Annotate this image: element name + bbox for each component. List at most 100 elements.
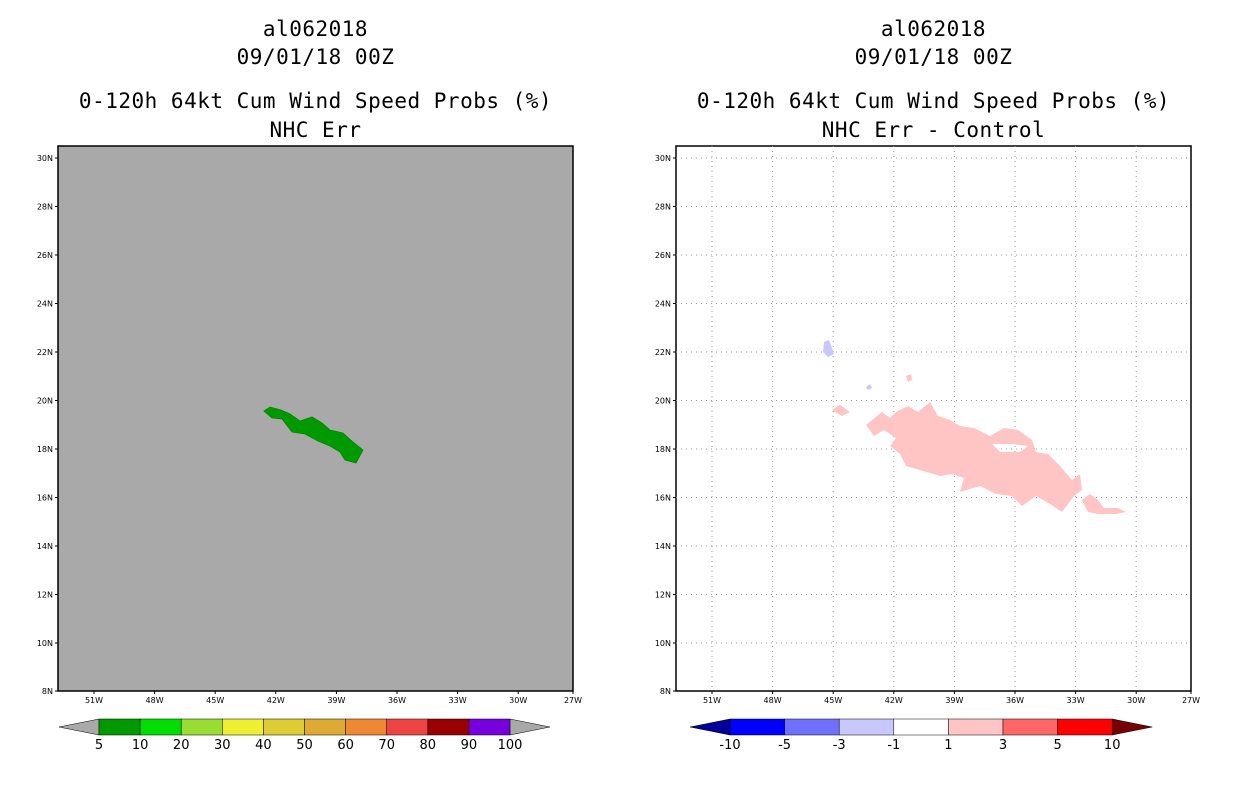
lat-label: 20N: [655, 397, 671, 406]
colorbar-label: 60: [337, 738, 354, 753]
lon-label: 33W: [449, 696, 467, 705]
lat-label: 30N: [37, 154, 53, 163]
lat-label: 26N: [37, 251, 53, 260]
colorbar-label: 90: [461, 738, 478, 753]
lat-label: 20N: [37, 397, 53, 406]
right-lat-labels: 30N 28N 26N 24N 22N 20N 18N 16N 14N 12N 10N 8N: [655, 154, 671, 696]
left-wind-prob-swath: [263, 406, 364, 464]
left-datetime: 09/01/18 00Z: [236, 45, 395, 69]
colorbar-segment: [948, 718, 1004, 736]
colorbar-label: 10: [1104, 738, 1121, 753]
lon-label: 42W: [267, 696, 285, 705]
lon-label: 36W: [388, 696, 406, 705]
lat-label: 22N: [37, 348, 53, 357]
lat-label: 14N: [655, 542, 671, 551]
lat-label: 12N: [655, 591, 671, 600]
right-map: 30N 28N 26N 24N 22N 20N 18N 16N 14N 12N 10N 8N 51W 4…: [655, 145, 1200, 705]
colorbar-segment: [304, 718, 346, 736]
colorbar-segment: [468, 718, 511, 736]
colorbar-label: 5: [95, 738, 103, 753]
colorbar-label: 20: [173, 738, 190, 753]
colorbar-left-end: [689, 718, 731, 736]
lat-label: 28N: [37, 203, 53, 212]
lon-label: 48W: [146, 696, 164, 705]
lon-label: 30W: [509, 696, 527, 705]
lat-label: 14N: [37, 542, 53, 551]
right-subtitle: NHC Err - Control: [821, 118, 1046, 142]
right-negative-diff-area: [823, 340, 834, 357]
colorbar-segment: [98, 718, 141, 736]
lat-label: 12N: [37, 591, 53, 600]
left-storm-id: al062018: [262, 17, 369, 41]
colorbar-segment: [386, 718, 429, 736]
lat-label: 28N: [655, 203, 671, 212]
lon-label: 51W: [85, 696, 103, 705]
colorbar-segment: [729, 718, 785, 736]
colorbar-label: -1: [887, 738, 900, 753]
lon-label: 45W: [824, 696, 842, 705]
lon-label: 45W: [206, 696, 224, 705]
lon-label: 51W: [703, 696, 721, 705]
left-map: 30N 28N 26N 24N 22N 20N 18N 16N 14N 12N 10N 8N 51W 4…: [37, 145, 582, 705]
right-datetime: 09/01/18 00Z: [854, 45, 1013, 69]
colorbar-left-end: [58, 718, 100, 736]
colorbar-segment: [139, 718, 182, 736]
colorbar-segment: [838, 718, 895, 736]
colorbar-label: -10: [719, 738, 740, 753]
lat-label: 18N: [37, 445, 53, 454]
lon-label: 36W: [1006, 696, 1024, 705]
lat-label: 26N: [655, 251, 671, 260]
lat-label: 22N: [655, 348, 671, 357]
left-lat-labels: 30N 28N 26N 24N 22N 20N 18N 16N 14N 12N 10N 8N: [37, 154, 53, 696]
colorbar-right-end: [509, 718, 551, 736]
lat-label: 30N: [655, 154, 671, 163]
colorbar-label: 50: [296, 738, 313, 753]
lon-label: 30W: [1127, 696, 1145, 705]
lat-label: 8N: [42, 687, 53, 696]
colorbar-label: 80: [420, 738, 437, 753]
colorbar-label: -5: [778, 738, 791, 753]
right-positive-diff-tail: [1082, 494, 1126, 514]
colorbar-segment: [784, 718, 840, 736]
colorbar-segment: [427, 718, 470, 736]
left-colorbar: 5 10 20 30 40 50 60 70 80 90 100: [58, 718, 551, 753]
right-lon-labels: 51W 48W 45W 42W 39W 36W 33W 30W 27W: [703, 696, 1200, 705]
lat-label: 24N: [655, 300, 671, 309]
lat-label: 18N: [655, 445, 671, 454]
lat-label: 8N: [660, 687, 671, 696]
right-storm-id: al062018: [880, 17, 987, 41]
colorbar-segment: [222, 718, 264, 736]
lat-label: 10N: [655, 639, 671, 648]
colorbar-segment: [1057, 718, 1113, 736]
colorbar-label: 30: [214, 738, 231, 753]
colorbar-segment: [893, 718, 949, 736]
left-map-background: [57, 145, 574, 692]
colorbar-segment: [1002, 718, 1058, 736]
right-positive-diff-speck: [906, 374, 912, 382]
right-positive-diff-west: [832, 405, 850, 416]
colorbar-label: 1: [944, 738, 952, 753]
lat-label: 24N: [37, 300, 53, 309]
colorbar-segment: [345, 718, 387, 736]
right-product-title: 0-120h 64kt Cum Wind Speed Probs (%): [696, 89, 1171, 113]
colorbar-label: 5: [1053, 738, 1061, 753]
left-subtitle: NHC Err: [269, 118, 362, 142]
colorbar-segment: [263, 718, 305, 736]
left-product-title: 0-120h 64kt Cum Wind Speed Probs (%): [78, 89, 553, 113]
lon-label: 42W: [885, 696, 903, 705]
colorbar-label: 3: [999, 738, 1007, 753]
lon-label: 33W: [1067, 696, 1085, 705]
lat-label: 16N: [655, 494, 671, 503]
lon-label: 27W: [564, 696, 582, 705]
lon-label: 27W: [1182, 696, 1200, 705]
lat-label: 16N: [37, 494, 53, 503]
left-lon-labels: 51W 48W 45W 42W 39W 36W 33W 30W 27W: [85, 696, 582, 705]
right-negative-diff-speck: [866, 384, 872, 390]
colorbar-label: 100: [498, 738, 523, 753]
lon-label: 48W: [764, 696, 782, 705]
colorbar-label: 40: [255, 738, 272, 753]
colorbar-segment: [180, 718, 223, 736]
lon-label: 39W: [327, 696, 345, 705]
colorbar-right-end: [1111, 718, 1153, 736]
colorbar-label: 70: [378, 738, 395, 753]
